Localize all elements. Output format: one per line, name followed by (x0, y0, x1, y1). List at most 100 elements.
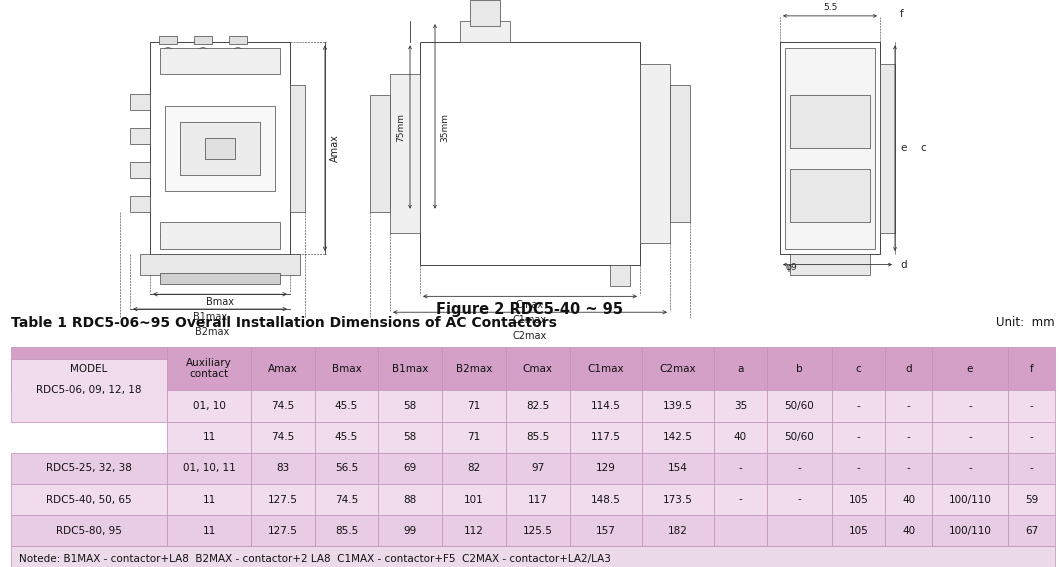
Bar (442, 484, 506, 515)
Text: Figure 2 RDC5-40 ~ 95: Figure 2 RDC5-40 ~ 95 (437, 302, 623, 316)
Text: RDC5-80, 95: RDC5-80, 95 (56, 526, 122, 536)
Bar (785, 48, 874, 249)
Bar (11, 347, 167, 391)
Bar (932, 422, 1008, 453)
Text: d: d (905, 363, 912, 374)
Bar (378, 484, 442, 515)
Bar (460, 21, 510, 43)
Text: 112: 112 (464, 526, 484, 536)
Text: 74.5: 74.5 (335, 494, 358, 505)
Bar (251, 484, 315, 515)
Text: 11: 11 (202, 526, 215, 536)
Text: Notede: B1MAX - contactor+LA8  B2MAX - contactor+2 LA8  C1MAX - contactor+F5  C2: Notede: B1MAX - contactor+LA8 B2MAX - co… (19, 554, 611, 564)
Text: 117.5: 117.5 (590, 432, 621, 442)
Bar (167, 422, 251, 453)
Text: C2max: C2max (659, 363, 696, 374)
Bar (767, 391, 832, 422)
Text: 101: 101 (464, 494, 484, 505)
Bar (932, 347, 1008, 391)
Bar (251, 422, 315, 453)
Text: 01, 10: 01, 10 (193, 401, 226, 411)
Bar (130, 196, 151, 211)
Text: Cmax: Cmax (516, 299, 544, 310)
Bar (570, 422, 641, 453)
Bar (442, 422, 506, 453)
Text: Auxiliary
contact: Auxiliary contact (187, 358, 232, 379)
Circle shape (801, 187, 809, 194)
Text: 50/60: 50/60 (784, 401, 814, 411)
Bar (832, 453, 885, 484)
Bar (506, 515, 570, 547)
Text: 139.5: 139.5 (662, 401, 692, 411)
Text: 40: 40 (902, 494, 915, 505)
Text: c: c (920, 143, 925, 153)
Text: -: - (1029, 463, 1034, 473)
Text: 142.5: 142.5 (662, 432, 692, 442)
Bar (932, 515, 1008, 547)
Bar (290, 84, 305, 211)
Bar (885, 484, 932, 515)
Bar (229, 36, 247, 44)
Bar (11, 359, 167, 422)
Bar (790, 170, 870, 222)
Bar (570, 515, 641, 547)
Bar (1008, 347, 1055, 391)
Bar (130, 162, 151, 178)
Text: 182: 182 (668, 526, 688, 536)
Text: B1max: B1max (392, 363, 428, 374)
Bar (767, 515, 832, 547)
Text: B2max: B2max (195, 327, 230, 337)
Text: 129: 129 (596, 463, 616, 473)
Text: -: - (968, 432, 972, 442)
Circle shape (801, 113, 809, 120)
Bar (251, 515, 315, 547)
Bar (932, 484, 1008, 515)
Bar (442, 347, 506, 391)
Bar (570, 347, 641, 391)
Bar (251, 347, 315, 391)
Text: 100/110: 100/110 (949, 494, 991, 505)
Bar (11, 453, 167, 484)
Bar (885, 347, 932, 391)
Bar (205, 138, 235, 159)
Bar (506, 484, 570, 515)
Bar (167, 515, 251, 547)
Bar (832, 391, 885, 422)
Text: 173.5: 173.5 (662, 494, 692, 505)
Text: 99: 99 (404, 526, 417, 536)
Text: e: e (967, 363, 973, 374)
Text: 35: 35 (734, 401, 747, 411)
Text: e: e (900, 143, 906, 153)
Text: 75mm: 75mm (396, 112, 405, 142)
Bar (11, 484, 167, 515)
Text: a: a (737, 363, 743, 374)
Text: C1max: C1max (587, 363, 624, 374)
Text: 100/110: 100/110 (949, 526, 991, 536)
Circle shape (161, 227, 175, 242)
Bar (832, 515, 885, 547)
Bar (160, 222, 280, 249)
Text: Unit:  mm: Unit: mm (996, 316, 1055, 329)
Bar (885, 453, 932, 484)
Text: 127.5: 127.5 (268, 526, 298, 536)
Bar (378, 422, 442, 453)
Circle shape (196, 48, 210, 62)
Bar (932, 453, 1008, 484)
Text: f: f (900, 9, 904, 19)
Bar (167, 347, 251, 391)
Bar (767, 347, 832, 391)
Bar (832, 484, 885, 515)
Bar (670, 84, 690, 222)
Text: -: - (797, 463, 801, 473)
Bar (570, 453, 641, 484)
Bar (167, 484, 251, 515)
Circle shape (842, 113, 848, 120)
Bar (880, 64, 895, 233)
Text: 83: 83 (276, 463, 289, 473)
Bar (315, 347, 378, 391)
Text: 71: 71 (467, 432, 480, 442)
Bar (832, 422, 885, 453)
Bar (713, 484, 767, 515)
Text: -: - (906, 401, 911, 411)
Bar (11, 515, 167, 547)
